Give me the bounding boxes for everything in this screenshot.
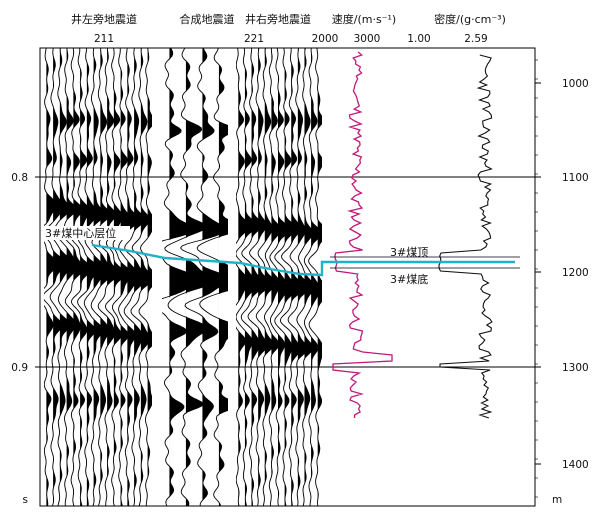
right-trace-fill-4 <box>264 48 276 506</box>
right-trace-wiggle-6 <box>269 48 290 506</box>
right-seismic-panel <box>236 48 322 506</box>
left-trace-fill-11 <box>120 48 132 506</box>
plot-frame <box>39 47 536 507</box>
left-trace-wiggle-15 <box>138 48 152 506</box>
left-trace-fill-6 <box>86 48 99 506</box>
left-trace-header: 井左旁地震道 <box>71 12 137 26</box>
coal-center-horizon <box>91 243 515 277</box>
left-trace-fill-3 <box>66 48 77 506</box>
right-trace-fill-7 <box>284 48 297 506</box>
left-trace-fill-5 <box>80 48 92 506</box>
right-trace-wiggle-7 <box>274 48 298 506</box>
density-tick-1.00: 1.00 <box>407 33 430 45</box>
left-trace-fill-12 <box>127 48 139 506</box>
time-unit: s <box>23 494 28 506</box>
left-trace-fill-14 <box>140 48 152 506</box>
depth-label-1300: 1300 <box>562 362 589 374</box>
left-trace-fill-1 <box>53 48 66 506</box>
velocity-tick-3000: 3000 <box>354 33 381 45</box>
synthetic-seismic-panel <box>162 48 228 506</box>
right-trace-wiggle-9 <box>287 48 311 506</box>
left-trace-number: 211 <box>94 33 114 45</box>
left-trace-fill-0 <box>46 48 58 506</box>
density-log <box>438 54 493 419</box>
coal-bottom-label: 3#煤底 <box>390 272 428 286</box>
left-trace-wiggle-0 <box>44 48 59 506</box>
right-trace-wiggle-12 <box>308 48 322 506</box>
right-trace-wiggle-5 <box>264 48 282 506</box>
depth-axis: 1000 1100 1200 1300 1400 <box>535 59 589 498</box>
left-trace-fill-13 <box>134 48 147 506</box>
depth-label-1200: 1200 <box>562 267 589 279</box>
coal-top-label: 3#煤顶 <box>390 246 428 259</box>
density-tick-2.59: 2.59 <box>464 33 487 45</box>
velocity-header: 速度/(m·s⁻¹) <box>332 12 396 26</box>
left-trace-fill-10 <box>113 48 125 506</box>
left-trace-wiggle-2 <box>49 48 73 506</box>
right-trace-wiggle-8 <box>279 48 305 506</box>
velocity-log <box>332 51 393 419</box>
left-trace-fill-7 <box>93 48 106 506</box>
depth-unit: m <box>552 494 562 506</box>
synthetic-trace-wiggle-3 <box>196 48 228 506</box>
depth-label-1400: 1400 <box>562 459 589 471</box>
velocity-tick-2000: 2000 <box>312 33 339 45</box>
synthetic-trace-fill-2 <box>202 48 228 506</box>
right-trace-number: 221 <box>244 33 264 45</box>
left-trace-wiggle-6 <box>77 48 99 506</box>
density-header: 密度/(g·cm⁻³) <box>434 12 506 26</box>
right-trace-fill-0 <box>238 48 250 506</box>
right-trace-wiggle-11 <box>303 48 322 506</box>
horizon-label: 3#煤中心层位 <box>45 226 116 240</box>
synthetic-trace-fill-1 <box>185 48 214 506</box>
synthetic-trace-fill-0 <box>169 48 196 506</box>
right-trace-fill-9 <box>297 48 310 506</box>
right-trace-fill-11 <box>311 48 322 506</box>
left-trace-fill-15 <box>147 48 152 506</box>
right-trace-fill-1 <box>244 48 257 506</box>
left-trace-wiggle-5 <box>70 48 92 506</box>
right-trace-wiggle-10 <box>296 48 315 506</box>
right-trace-fill-10 <box>304 48 315 506</box>
depth-label-1000: 1000 <box>562 78 589 90</box>
right-trace-fill-3 <box>258 48 271 506</box>
left-trace-fill-4 <box>73 48 84 506</box>
time-label-0.8: 0.8 <box>11 172 28 184</box>
right-trace-header: 井右旁地震道 <box>245 12 311 26</box>
time-label-0.9: 0.9 <box>11 362 28 374</box>
left-trace-wiggle-1 <box>44 48 67 506</box>
left-trace-wiggle-14 <box>130 48 152 506</box>
left-trace-wiggle-3 <box>57 48 78 506</box>
left-seismic-panel <box>44 48 152 506</box>
right-trace-fill-8 <box>291 48 305 506</box>
left-trace-wiggle-4 <box>64 48 84 506</box>
right-trace-wiggle-4 <box>255 48 276 506</box>
depth-label-1100: 1100 <box>562 172 589 184</box>
synthetic-header: 合成地震道 <box>180 12 235 26</box>
right-trace-fill-6 <box>278 48 290 506</box>
